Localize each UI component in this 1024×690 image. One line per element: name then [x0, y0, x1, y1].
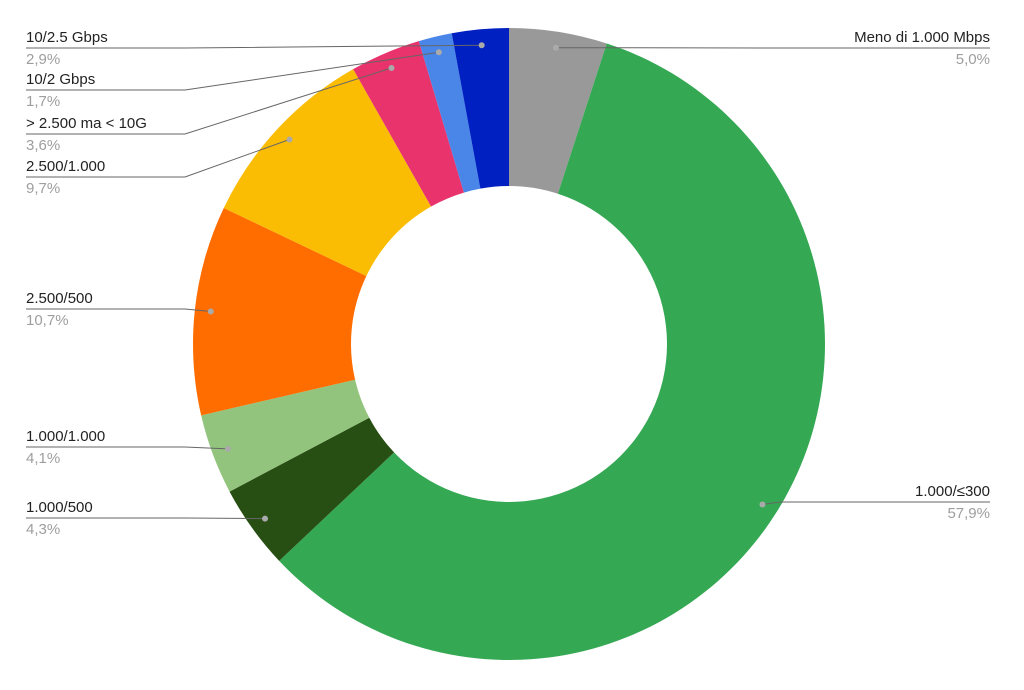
leader-line — [26, 44, 482, 49]
slice-value: 1,7% — [26, 93, 60, 110]
leader-dot — [286, 136, 293, 143]
leader-dot — [262, 515, 269, 522]
donut-slice — [192, 207, 367, 416]
slice-label: 2.500/500 — [26, 290, 93, 307]
donut-slice — [201, 379, 370, 492]
donut-slice — [279, 43, 826, 660]
donut-slice — [223, 69, 432, 276]
slice-label: 2.500/1.000 — [26, 158, 105, 175]
slice-label: 1.000/500 — [26, 499, 93, 516]
donut-slice — [418, 33, 481, 193]
leader-line — [26, 67, 392, 135]
leader-line — [26, 517, 266, 520]
leader-dot — [552, 44, 559, 51]
slice-label: 10/2.5 Gbps — [26, 29, 108, 46]
slice-value: 5,0% — [956, 51, 990, 68]
slice-value: 4,3% — [26, 521, 60, 538]
slice-value: 3,6% — [26, 137, 60, 154]
slice-label: Meno di 1.000 Mbps — [854, 29, 990, 46]
donut-slice — [353, 41, 464, 207]
leader-line — [762, 501, 990, 505]
slice-value: 57,9% — [947, 505, 990, 522]
leader-line — [26, 139, 290, 178]
slice-label: 1.000/1.000 — [26, 428, 105, 445]
slice-value: 4,1% — [26, 450, 60, 467]
slice-value: 9,7% — [26, 180, 60, 197]
leader-dot — [435, 49, 442, 56]
leader-dot — [207, 308, 214, 315]
leader-line — [26, 308, 211, 313]
leader-line — [26, 51, 439, 91]
leader-dot — [478, 42, 485, 49]
slice-label: > 2.500 ma < 10G — [26, 115, 147, 132]
donut-slice — [509, 28, 607, 194]
leader-line — [26, 446, 228, 450]
slice-label: 1.000/≤300 — [915, 483, 990, 500]
leader-dot — [224, 445, 231, 452]
donut-slice — [451, 28, 509, 189]
slice-value: 2,9% — [26, 51, 60, 68]
slice-label: 10/2 Gbps — [26, 71, 95, 88]
leader-dot — [759, 501, 766, 508]
slice-value: 10,7% — [26, 312, 69, 329]
leader-dot — [388, 64, 395, 71]
donut-slice — [229, 417, 395, 561]
